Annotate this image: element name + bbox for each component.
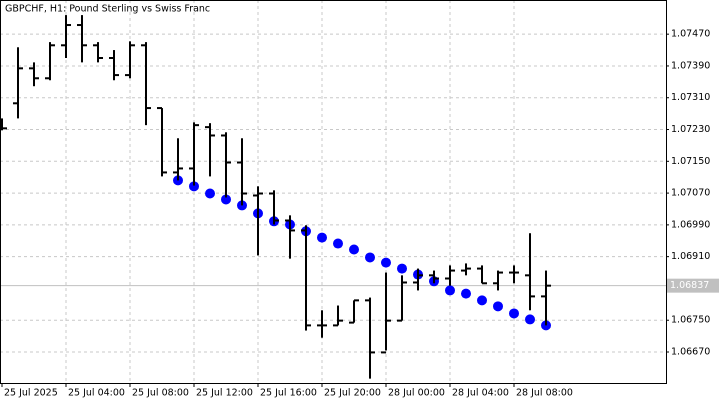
indicator-dot: [509, 308, 519, 319]
indicator-dot: [477, 295, 487, 306]
indicator-dot: [381, 257, 391, 268]
marks: [173, 175, 551, 331]
indicator-dot: [317, 232, 327, 243]
plot-border: [0, 0, 667, 384]
y-tick-label: 1.07070: [671, 188, 710, 199]
indicator-dot: [461, 288, 471, 299]
indicator-dot: [333, 238, 343, 249]
last-price-label: 1.06837: [670, 280, 709, 291]
chart-title: GBPCHF, H1: Pound Sterling vs Swiss Fran…: [5, 4, 210, 15]
x-tick-label: 25 Jul 08:00: [132, 388, 189, 399]
x-tick-label: 25 Jul 04:00: [68, 388, 125, 399]
y-tick-label: 1.07310: [671, 92, 710, 103]
plot-area: [0, 0, 667, 384]
indicator-dot: [493, 301, 503, 312]
y-tick-label: 1.06750: [671, 315, 710, 326]
indicator-dot: [205, 188, 215, 199]
indicator-dot: [365, 252, 375, 263]
last-price-box: [667, 278, 719, 293]
x-tick-label: 25 Jul 20:00: [324, 388, 381, 399]
x-tick-label: 28 Jul 04:00: [452, 388, 509, 399]
y-tick-label: 1.07470: [671, 29, 710, 40]
y-tick-label: 1.07150: [671, 156, 710, 167]
y-tick-label: 1.06670: [671, 347, 710, 358]
y-tick-label: 1.06990: [671, 219, 710, 230]
indicator-dot: [189, 181, 199, 192]
y-tick-label: 1.07230: [671, 124, 710, 135]
indicator-dot: [349, 244, 359, 255]
x-tick-label: 25 Jul 16:00: [260, 388, 317, 399]
x-tick-label: 25 Jul 12:00: [196, 388, 253, 399]
x-tick-label: 25 Jul 2025: [4, 388, 58, 399]
y-tick-label: 1.07390: [671, 60, 710, 71]
indicator-dot: [445, 285, 455, 296]
indicator-dot: [397, 263, 407, 274]
grid: [0, 0, 666, 383]
y-tick-label: 1.06910: [671, 251, 710, 262]
indicator-dot: [221, 194, 231, 205]
x-tick-label: 28 Jul 08:00: [516, 388, 573, 399]
indicator-dot: [525, 314, 535, 325]
x-tick-label: 28 Jul 00:00: [388, 388, 445, 399]
